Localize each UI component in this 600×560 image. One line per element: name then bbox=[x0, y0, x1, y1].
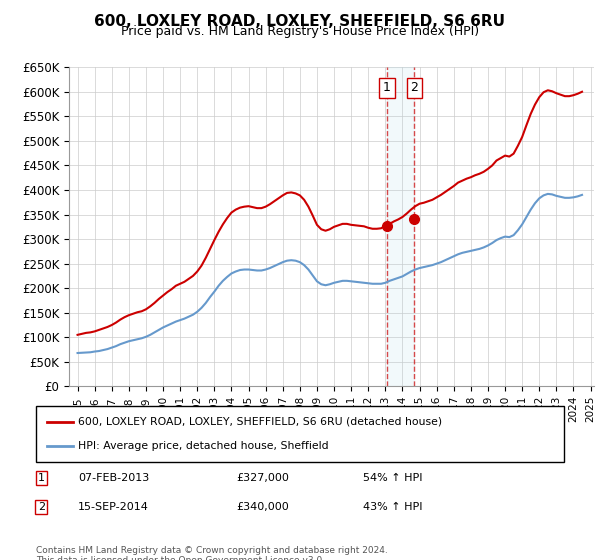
Text: 07-FEB-2013: 07-FEB-2013 bbox=[78, 473, 149, 483]
Bar bbox=[387, 67, 415, 386]
Text: £327,000: £327,000 bbox=[236, 473, 290, 483]
Text: Contains HM Land Registry data © Crown copyright and database right 2024.
This d: Contains HM Land Registry data © Crown c… bbox=[36, 546, 388, 560]
Text: 2: 2 bbox=[410, 81, 418, 95]
Text: 2: 2 bbox=[38, 502, 45, 512]
Text: 600, LOXLEY ROAD, LOXLEY, SHEFFIELD, S6 6RU: 600, LOXLEY ROAD, LOXLEY, SHEFFIELD, S6 … bbox=[95, 14, 505, 29]
FancyBboxPatch shape bbox=[36, 406, 564, 462]
Text: 43% ↑ HPI: 43% ↑ HPI bbox=[364, 502, 423, 512]
Text: 1: 1 bbox=[38, 473, 45, 483]
Text: Price paid vs. HM Land Registry's House Price Index (HPI): Price paid vs. HM Land Registry's House … bbox=[121, 25, 479, 38]
Text: HPI: Average price, detached house, Sheffield: HPI: Average price, detached house, Shef… bbox=[78, 441, 329, 451]
Text: 54% ↑ HPI: 54% ↑ HPI bbox=[364, 473, 423, 483]
Text: 1: 1 bbox=[383, 81, 391, 95]
Text: 600, LOXLEY ROAD, LOXLEY, SHEFFIELD, S6 6RU (detached house): 600, LOXLEY ROAD, LOXLEY, SHEFFIELD, S6 … bbox=[78, 417, 442, 427]
Text: 15-SEP-2014: 15-SEP-2014 bbox=[78, 502, 149, 512]
Text: £340,000: £340,000 bbox=[236, 502, 289, 512]
